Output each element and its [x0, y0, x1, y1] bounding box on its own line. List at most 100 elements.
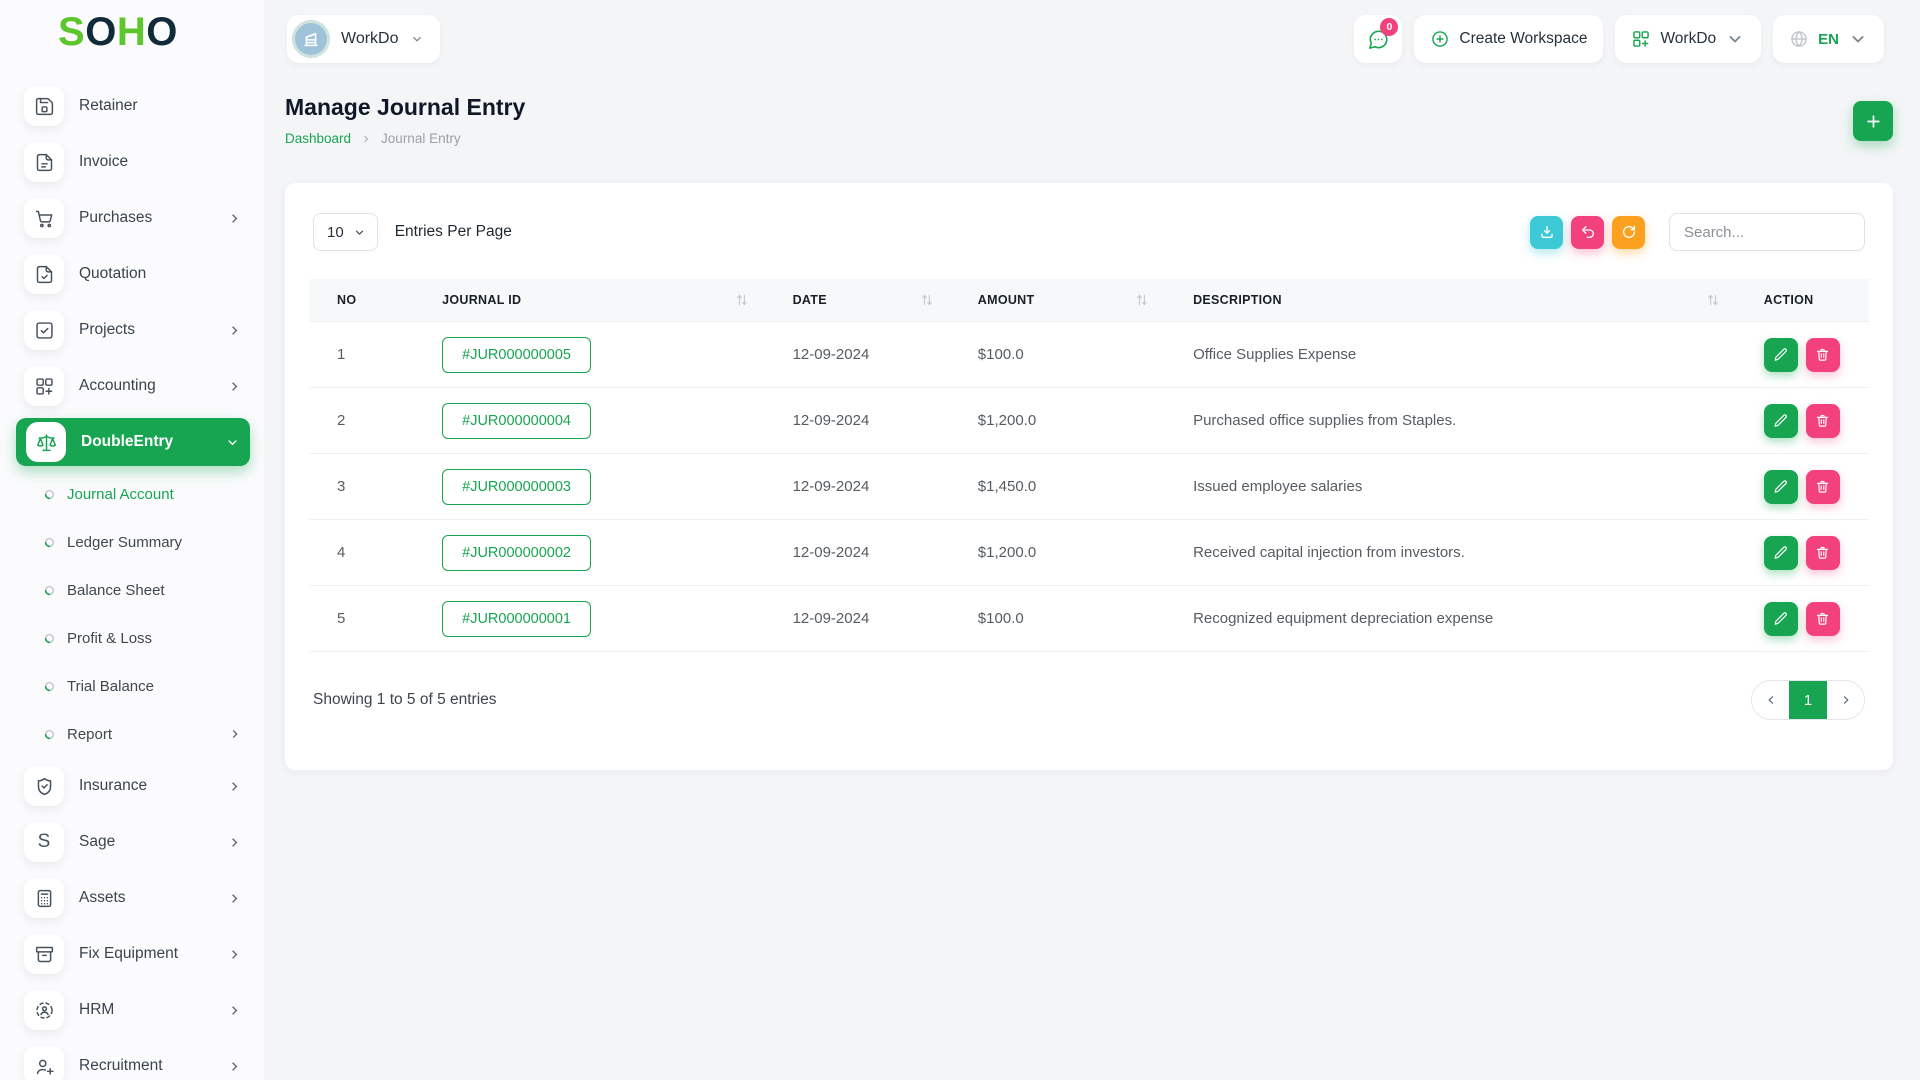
bullet-icon [44, 681, 55, 692]
cell-amount: $1,200.0 [949, 387, 1166, 454]
sidebar-item-label: Purchases [79, 209, 153, 226]
journal-id-link[interactable]: #JUR000000003 [442, 468, 591, 505]
trash-icon [1815, 611, 1830, 626]
sidebar-item-retainer[interactable]: Retainer [14, 78, 252, 134]
sidebar-subitem-trial-balance[interactable]: Trial Balance [14, 662, 252, 710]
cell-no: 2 [309, 387, 415, 454]
edit-button[interactable] [1763, 337, 1798, 372]
sort-icon[interactable] [1135, 293, 1149, 307]
sidebar-subitem-ledger-summary[interactable]: Ledger Summary [14, 518, 252, 566]
breadcrumb-dashboard-link[interactable]: Dashboard [285, 131, 352, 146]
undo-icon [1580, 224, 1596, 240]
app-menu-label: WorkDo [1660, 30, 1717, 47]
delete-button[interactable] [1805, 403, 1840, 438]
create-journal-entry-button[interactable] [1853, 101, 1893, 141]
sidebar-subitem-label: Journal Account [67, 485, 174, 503]
next-page-button[interactable] [1827, 681, 1864, 719]
column-header-date[interactable]: DATE [764, 279, 950, 322]
chevron-right-icon [360, 133, 372, 145]
sidebar-item-purchases[interactable]: Purchases [14, 190, 252, 246]
trash-icon [1815, 413, 1830, 428]
sidebar-subitem-balance-sheet[interactable]: Balance Sheet [14, 566, 252, 614]
page-number[interactable]: 1 [1789, 681, 1827, 719]
journal-id-link[interactable]: #JUR000000004 [442, 402, 591, 439]
workspace-selector[interactable]: WorkDo [287, 15, 440, 63]
sidebar-item-label: Projects [79, 321, 135, 338]
sidebar-item-label: Recruitment [79, 1057, 163, 1074]
journal-id-link[interactable]: #JUR000000001 [442, 600, 591, 637]
logo-letter: O [146, 9, 178, 54]
delete-button[interactable] [1805, 601, 1840, 636]
table-footer: Showing 1 to 5 of 5 entries 1 [309, 680, 1869, 720]
save-icon [24, 86, 64, 126]
sort-icon[interactable] [920, 293, 934, 307]
export-button[interactable] [1530, 215, 1563, 249]
search-input[interactable] [1669, 213, 1865, 251]
sidebar-subitem-report[interactable]: Report [14, 710, 252, 758]
sidebar-item-assets[interactable]: Assets [14, 870, 252, 926]
previous-page-button[interactable] [1752, 681, 1789, 719]
journal-id-link[interactable]: #JUR000000005 [442, 336, 591, 373]
refresh-button[interactable] [1612, 215, 1645, 249]
language-dropdown[interactable]: EN [1773, 15, 1884, 63]
sort-icon[interactable] [735, 293, 749, 307]
sidebar-item-quotation[interactable]: Quotation [14, 246, 252, 302]
journal-entry-card: 10 Entries Per Page [285, 183, 1893, 770]
pencil-icon [1773, 545, 1788, 560]
cell-date: 12-09-2024 [764, 585, 950, 652]
workspace-name: WorkDo [341, 30, 399, 47]
sidebar-item-label: Insurance [79, 777, 148, 794]
chevron-right-icon [227, 891, 242, 906]
scales-icon [26, 422, 66, 462]
sidebar-subitem-profit-loss[interactable]: Profit & Loss [14, 614, 252, 662]
sidebar-item-sage[interactable]: S Sage [14, 814, 252, 870]
sidebar-subitem-label: Report [67, 725, 113, 743]
pagination: 1 [1751, 680, 1865, 720]
app-menu-dropdown[interactable]: WorkDo [1615, 15, 1762, 63]
pencil-icon [1773, 479, 1788, 494]
column-header-amount[interactable]: AMOUNT [949, 279, 1166, 322]
undo-button[interactable] [1571, 215, 1604, 249]
chevron-left-icon [1764, 693, 1778, 707]
sidebar-item-insurance[interactable]: Insurance [14, 758, 252, 814]
sort-icon[interactable] [1706, 293, 1720, 307]
edit-button[interactable] [1763, 469, 1798, 504]
table-row: 1 #JUR000000005 12-09-2024 $100.0 Office… [309, 321, 1869, 388]
sidebar-item-fix-equipment[interactable]: Fix Equipment [14, 926, 252, 982]
chevron-down-icon [410, 32, 424, 46]
sidebar-item-projects[interactable]: Projects [14, 302, 252, 358]
create-workspace-label: Create Workspace [1459, 30, 1588, 47]
sidebar-item-label: Sage [79, 833, 116, 850]
edit-button[interactable] [1763, 601, 1798, 636]
column-header-description[interactable]: DESCRIPTION [1165, 279, 1736, 322]
edit-button[interactable] [1763, 535, 1798, 570]
page-content: Manage Journal Entry Dashboard Journal E… [264, 68, 1920, 1080]
sidebar-item-doubleentry[interactable]: DoubleEntry [16, 418, 250, 466]
journal-id-link[interactable]: #JUR000000002 [442, 534, 591, 571]
logo-letter: S [58, 9, 86, 54]
column-header-journal-id[interactable]: JOURNAL ID [414, 279, 765, 322]
sidebar-item-invoice[interactable]: Invoice [14, 134, 252, 190]
create-workspace-button[interactable]: Create Workspace [1414, 15, 1604, 63]
cell-date: 12-09-2024 [764, 321, 950, 388]
messages-button[interactable]: 0 [1354, 15, 1403, 63]
calculator-icon [24, 878, 64, 918]
sidebar-item-hrm[interactable]: HRM [14, 982, 252, 1038]
chevron-right-icon [228, 727, 242, 741]
delete-button[interactable] [1805, 337, 1840, 372]
sidebar-item-accounting[interactable]: Accounting [14, 358, 252, 414]
workspace-avatar [292, 20, 330, 58]
cell-no: 4 [309, 519, 415, 586]
edit-button[interactable] [1763, 403, 1798, 438]
table-controls: 10 Entries Per Page [309, 213, 1869, 251]
entries-per-page-select[interactable]: 10 [313, 213, 378, 251]
delete-button[interactable] [1805, 469, 1840, 504]
refresh-icon [1621, 224, 1637, 240]
journal-entries-table: NO JOURNAL ID DATE AMOUNT DESCRIPTION AC… [309, 279, 1869, 652]
sidebar-subitem-journal-account[interactable]: Journal Account [14, 470, 252, 518]
sidebar-item-recruitment[interactable]: Recruitment [14, 1038, 252, 1080]
delete-button[interactable] [1805, 535, 1840, 570]
grid-plus-icon [1631, 29, 1651, 49]
